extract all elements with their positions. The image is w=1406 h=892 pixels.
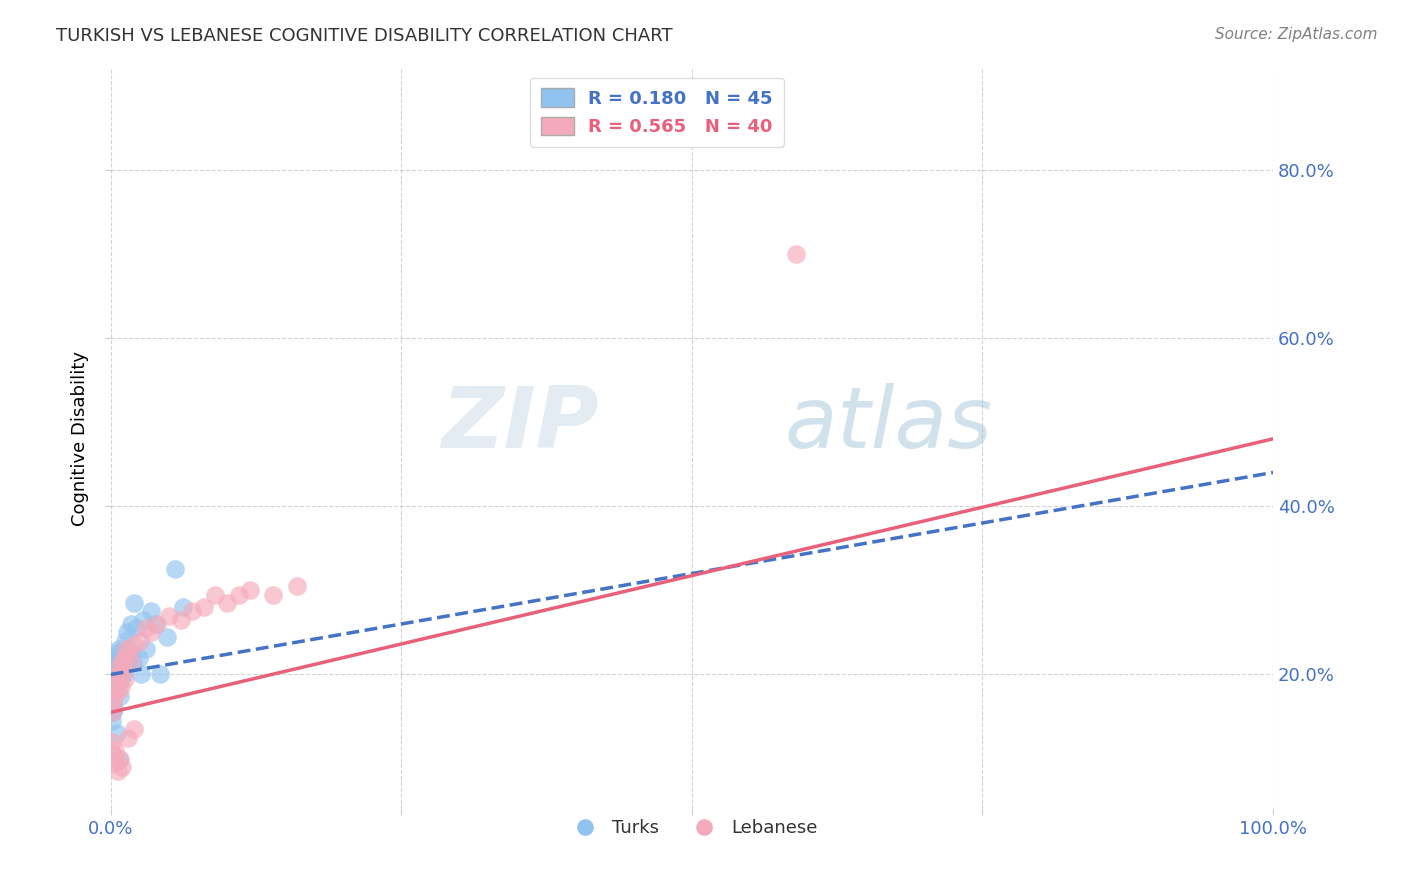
Point — [103, 667, 125, 681]
Point — [115, 650, 138, 665]
Legend: Turks, Lebanese: Turks, Lebanese — [560, 812, 824, 845]
Point — [120, 655, 142, 669]
Point — [114, 672, 136, 686]
Point — [108, 663, 131, 677]
Point — [114, 633, 136, 648]
Point — [112, 650, 135, 665]
Point — [115, 642, 138, 657]
Point — [117, 655, 139, 669]
Point — [111, 655, 134, 669]
Text: atlas: atlas — [785, 383, 993, 466]
Point — [285, 579, 308, 593]
Point — [785, 246, 807, 260]
Point — [141, 625, 163, 640]
Point — [193, 600, 215, 615]
Point — [104, 743, 127, 757]
Point — [155, 630, 177, 644]
Point — [263, 588, 285, 602]
Point — [104, 680, 127, 694]
Point — [117, 647, 139, 661]
Point — [121, 655, 143, 669]
Point — [104, 680, 127, 694]
Point — [105, 659, 128, 673]
Point — [121, 647, 143, 661]
Point — [103, 689, 125, 703]
Point — [103, 701, 125, 715]
Point — [105, 672, 128, 686]
Point — [103, 756, 125, 770]
Point — [101, 697, 124, 711]
Point — [103, 655, 125, 669]
Point — [117, 731, 139, 745]
Point — [146, 617, 169, 632]
Point — [204, 588, 226, 602]
Point — [169, 613, 191, 627]
Point — [108, 689, 131, 703]
Point — [112, 667, 135, 681]
Point — [110, 672, 132, 686]
Point — [215, 596, 238, 610]
Point — [108, 751, 131, 765]
Point — [111, 663, 134, 677]
Point — [118, 642, 141, 657]
Point — [101, 706, 124, 720]
Point — [101, 735, 124, 749]
Point — [107, 655, 129, 669]
Text: ZIP: ZIP — [441, 383, 599, 466]
Point — [107, 764, 129, 779]
Point — [129, 667, 152, 681]
Point — [110, 680, 132, 694]
Point — [115, 625, 138, 640]
Point — [120, 617, 142, 632]
Text: TURKISH VS LEBANESE COGNITIVE DISABILITY CORRELATION CHART: TURKISH VS LEBANESE COGNITIVE DISABILITY… — [56, 27, 673, 45]
Text: Source: ZipAtlas.com: Source: ZipAtlas.com — [1215, 27, 1378, 42]
Point — [135, 642, 157, 657]
Point — [107, 676, 129, 690]
Point — [101, 706, 124, 720]
Point — [108, 655, 131, 669]
Point — [181, 604, 204, 618]
Point — [105, 650, 128, 665]
Point — [112, 647, 135, 661]
Point — [108, 667, 131, 681]
Point — [108, 751, 131, 765]
Point — [172, 600, 194, 615]
Point — [143, 617, 166, 632]
Point — [239, 583, 262, 598]
Point — [122, 722, 145, 736]
Point — [111, 760, 134, 774]
Point — [163, 562, 186, 576]
Y-axis label: Cognitive Disability: Cognitive Disability — [72, 351, 89, 526]
Point — [141, 604, 163, 618]
Point — [101, 714, 124, 728]
Point — [135, 621, 157, 635]
Point — [122, 596, 145, 610]
Point — [228, 588, 250, 602]
Point — [105, 726, 128, 740]
Point — [111, 655, 134, 669]
Point — [107, 684, 129, 698]
Point — [122, 638, 145, 652]
Point — [101, 672, 124, 686]
Point — [128, 650, 150, 665]
Point — [125, 621, 148, 635]
Point — [108, 642, 131, 657]
Point — [108, 659, 131, 673]
Point — [157, 608, 180, 623]
Point — [132, 613, 155, 627]
Point — [101, 663, 124, 677]
Point — [149, 667, 172, 681]
Point — [101, 747, 124, 762]
Point — [128, 633, 150, 648]
Point — [104, 647, 127, 661]
Point — [110, 647, 132, 661]
